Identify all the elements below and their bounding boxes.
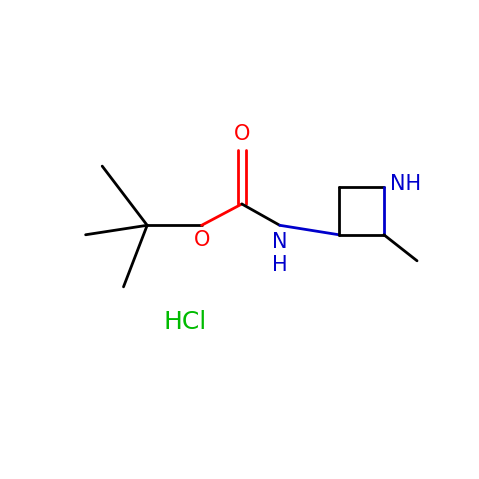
Text: O: O [234, 124, 250, 144]
Text: HCl: HCl [163, 310, 206, 334]
Text: NH: NH [389, 173, 421, 194]
Text: N: N [272, 232, 287, 252]
Text: H: H [272, 255, 287, 274]
Text: O: O [194, 230, 210, 250]
